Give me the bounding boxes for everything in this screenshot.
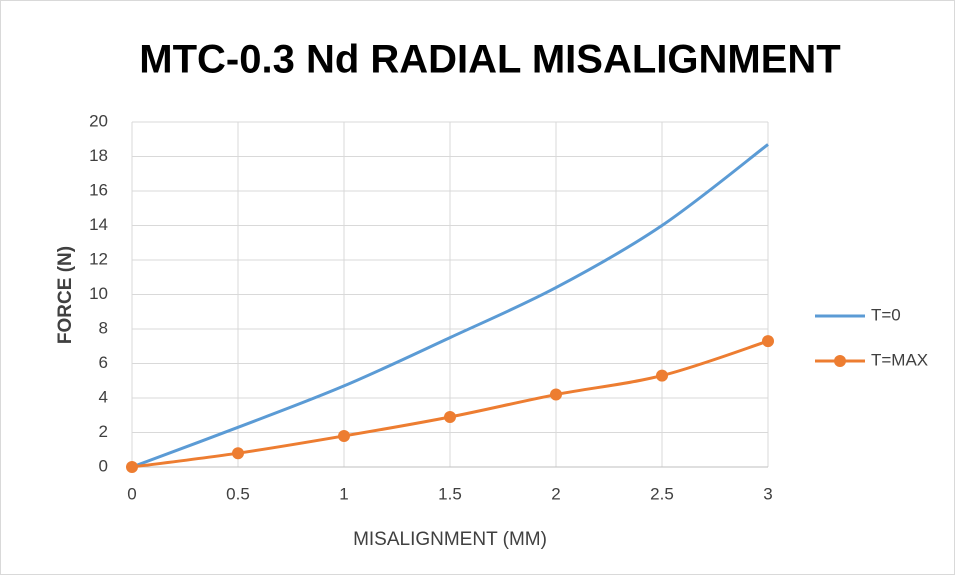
data-point bbox=[232, 447, 244, 460]
series-line bbox=[131, 143, 769, 469]
y-axis-label: FORCE (N) bbox=[55, 246, 76, 344]
x-tick-label: 3 bbox=[763, 484, 772, 503]
y-tick-label: 18 bbox=[89, 146, 108, 165]
legend-label: T=MAX bbox=[871, 350, 928, 369]
legend-label: T=0 bbox=[871, 305, 901, 324]
data-point bbox=[444, 410, 456, 423]
x-tick-label: 2.5 bbox=[650, 484, 674, 503]
chart-title: MTC-0.3 Nd RADIAL MISALIGNMENT bbox=[139, 38, 840, 82]
data-point bbox=[762, 335, 774, 348]
x-tick-label: 0.5 bbox=[226, 484, 250, 503]
x-tick-label: 0 bbox=[127, 484, 136, 503]
data-point bbox=[550, 388, 562, 401]
data-point bbox=[656, 369, 668, 382]
y-tick-label: 2 bbox=[99, 422, 108, 441]
legend-marker bbox=[834, 355, 846, 367]
y-tick-label: 14 bbox=[89, 215, 108, 234]
y-tick-label: 8 bbox=[99, 318, 108, 337]
x-axis-label: MISALIGNMENT (MM) bbox=[353, 529, 547, 550]
x-tick-label: 2 bbox=[551, 484, 560, 503]
data-point bbox=[126, 461, 138, 473]
y-tick-label: 6 bbox=[99, 353, 108, 372]
y-tick-label: 10 bbox=[89, 284, 108, 303]
x-tick-label: 1.5 bbox=[438, 484, 462, 503]
y-tick-label: 12 bbox=[89, 249, 108, 268]
x-tick-label: 1 bbox=[339, 484, 348, 503]
y-tick-label: 20 bbox=[89, 111, 108, 130]
y-tick-label: 16 bbox=[89, 180, 108, 199]
y-tick-label: 0 bbox=[99, 456, 108, 475]
y-tick-label: 4 bbox=[99, 387, 108, 406]
data-point bbox=[338, 429, 350, 442]
